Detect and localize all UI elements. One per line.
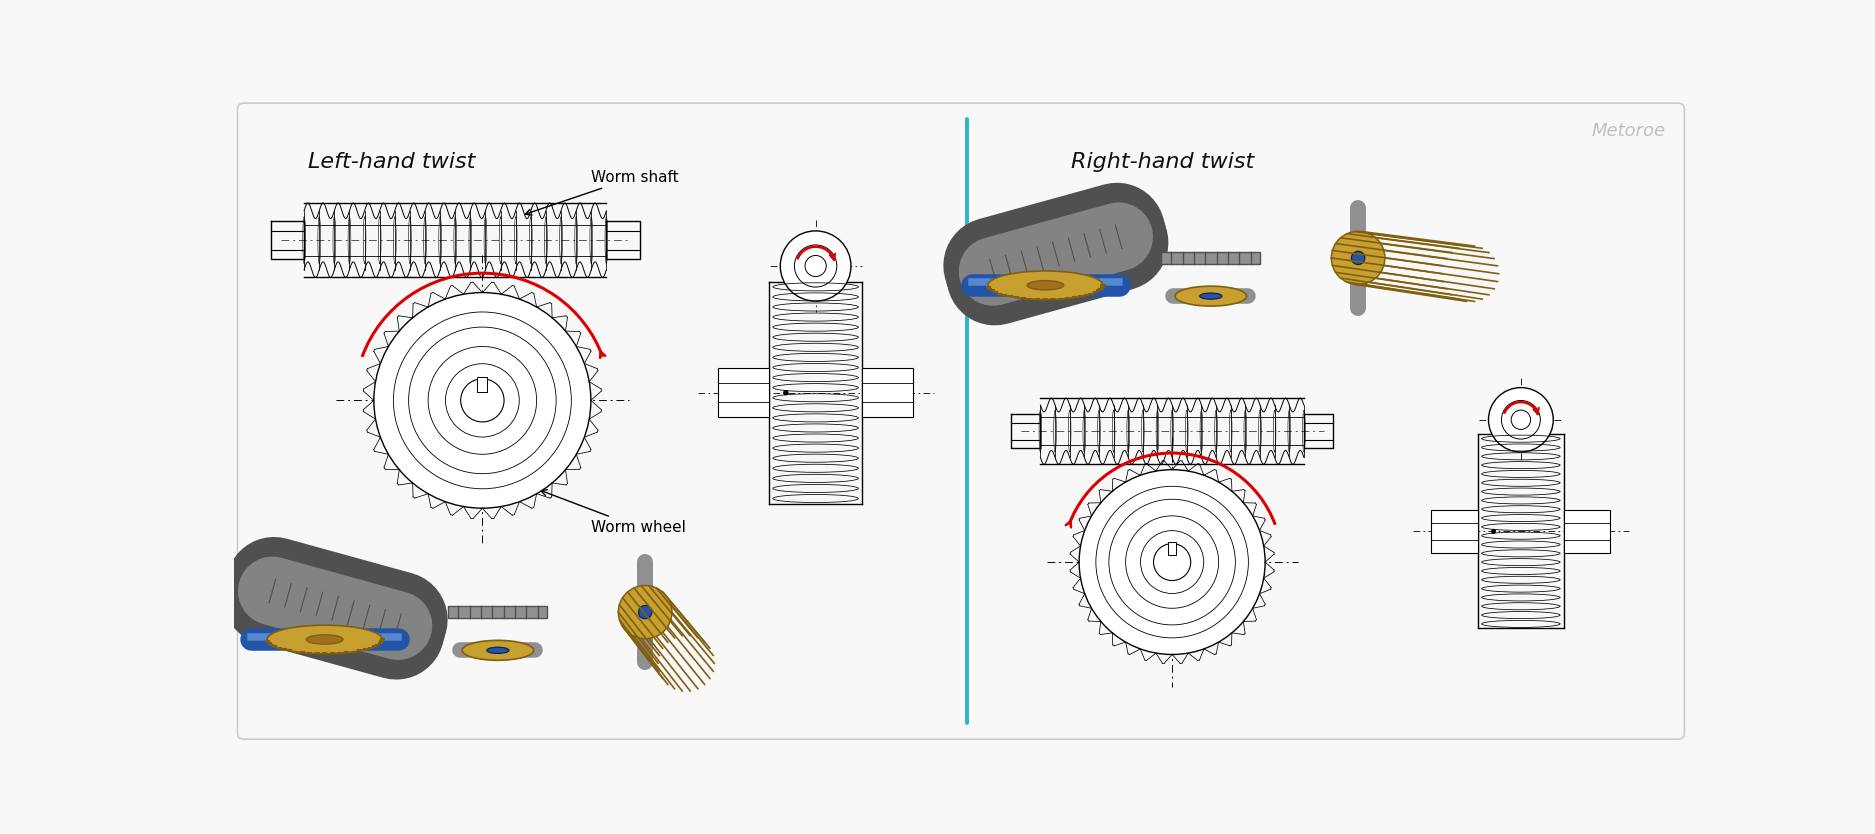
Bar [862,369,913,417]
Text: Metoroe: Metoroe [1592,122,1665,139]
Ellipse shape [988,271,1102,299]
Circle shape [1489,388,1552,452]
Text: Worm shaft: Worm shaft [525,169,679,215]
Ellipse shape [461,641,534,661]
Ellipse shape [619,585,671,639]
Ellipse shape [1352,251,1365,264]
Circle shape [373,293,591,508]
Text: Right-hand twist: Right-hand twist [1071,153,1254,173]
Bar [1431,510,1478,553]
Circle shape [784,390,788,395]
Bar [718,369,769,417]
Ellipse shape [1331,231,1386,284]
Ellipse shape [1176,286,1247,306]
Ellipse shape [638,605,652,619]
Ellipse shape [1028,280,1063,290]
Text: Left-hand twist: Left-hand twist [308,153,476,173]
Bar [448,606,548,618]
Bar [1161,252,1260,264]
Text: Worm wheel: Worm wheel [540,490,686,535]
Circle shape [780,231,851,301]
Ellipse shape [1200,293,1222,299]
Circle shape [1491,529,1496,534]
Ellipse shape [306,635,343,644]
Bar [1564,510,1611,553]
Ellipse shape [488,647,508,653]
Bar [1168,542,1176,555]
FancyBboxPatch shape [238,103,1684,739]
Circle shape [1080,470,1266,655]
Ellipse shape [266,626,382,654]
Bar [478,377,488,392]
